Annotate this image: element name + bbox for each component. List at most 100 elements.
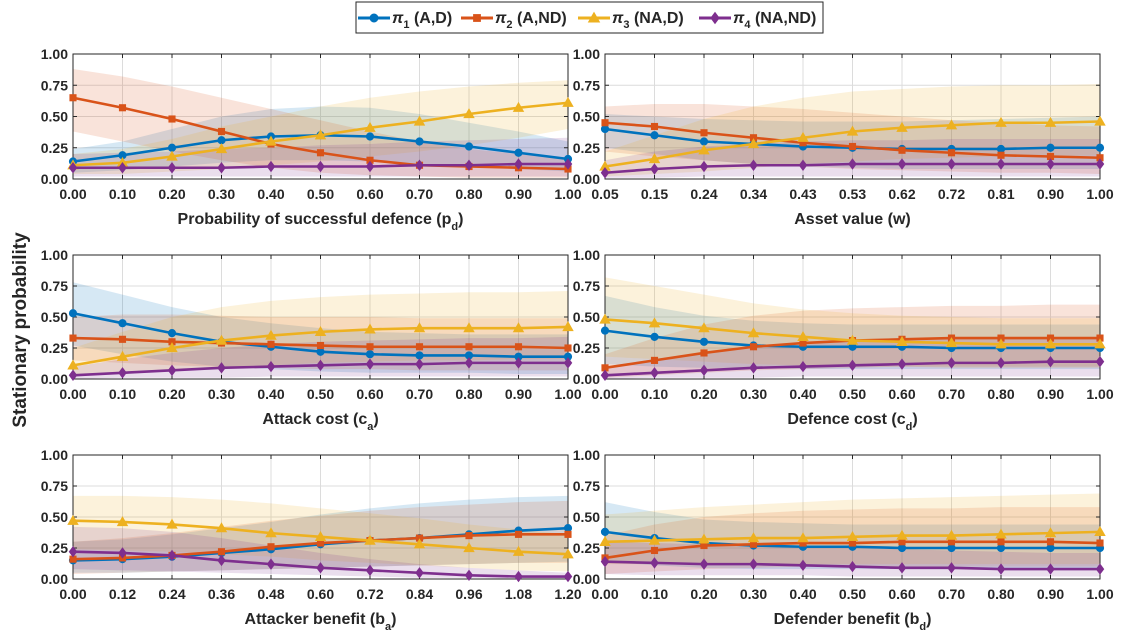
data-point-pi3 [896,529,908,540]
data-point-pi1 [947,543,956,553]
confidence-band-pi3 [605,493,1100,565]
x-tick-label: 0.00 [59,186,86,202]
data-point-pi4 [749,362,758,374]
confidence-band-pi1 [73,106,568,173]
data-point-pi1 [514,148,523,157]
y-tick-label: 1.00 [41,447,68,463]
x-tick-label: 0.00 [59,386,86,402]
data-point-pi4 [1046,355,1055,368]
confidence-band-pi4 [73,526,568,579]
data-point-pi4 [266,160,276,173]
series-pi2 [69,334,572,352]
x-tick-label: 0.30 [740,586,767,602]
y-tick-label: 0.00 [573,371,600,387]
x-tick-label: 0.80 [455,386,482,402]
data-point-pi1 [600,124,610,134]
legend: π1 (A,D) π2 (A,ND) π3 (NA,D) π4 (NA,ND) [355,1,824,34]
legend-text: (NA,D) [630,10,684,27]
series-pi3 [599,313,1106,349]
data-point-pi4 [947,562,956,574]
x-axis-label: Attack cost (ca) [262,411,378,433]
data-point-pi4 [1046,158,1055,170]
x-tick-label: 0.40 [789,586,816,602]
data-point-pi3 [698,322,710,333]
data-point-pi3 [698,144,710,155]
data-point-pi3 [463,108,475,119]
x-axis-label-end: ) [391,611,396,628]
data-point-pi4 [118,547,127,559]
data-point-pi4 [563,570,573,583]
data-point-pi3 [648,534,661,545]
data-point-pi4 [600,369,610,381]
data-point-pi3 [364,121,376,132]
data-point-pi2 [514,343,523,351]
data-point-pi4 [650,557,659,569]
y-tick-label: 1.00 [573,447,600,463]
data-point-pi4 [316,562,325,574]
data-point-pi3 [166,150,178,161]
legend-symbol: π [392,10,404,27]
data-point-pi2 [700,129,708,137]
data-point-pi3 [116,350,129,361]
legend-label-pi1: π1 (A,D) [392,10,452,31]
y-tick-label: 0.00 [41,171,68,187]
series-pi3 [599,115,1106,171]
x-tick-label: 0.40 [257,186,284,202]
data-point-pi1 [897,543,907,553]
y-tick-label: 0.75 [573,278,600,294]
data-point-pi1 [217,136,226,145]
y-tick-label: 0.50 [573,509,600,525]
x-axis-label: Probability of successful defence (pd) [178,211,464,233]
data-point-pi1 [600,326,610,335]
x-tick-label: 0.50 [839,586,866,602]
data-point-pi1 [699,337,709,346]
data-point-pi2 [267,340,275,348]
confidence-band-pi3 [73,80,568,174]
data-point-pi4 [996,158,1006,170]
x-tick-label: 0.48 [257,586,284,602]
x-tick-label: 0.10 [109,386,136,402]
x-tick-label: 1.00 [1086,186,1113,202]
data-point-pi4 [217,162,226,174]
data-point-pi2 [650,356,659,364]
x-axis-label-subscript: d [906,421,913,433]
legend-text: (A,ND) [513,10,567,27]
x-tick-label: 0.60 [307,586,334,602]
x-tick-label: 0.15 [641,186,668,202]
x-tick-label: 0.24 [158,586,185,602]
data-point-pi3 [116,516,129,527]
data-point-pi3 [846,530,859,541]
data-point-pi3 [648,153,661,164]
data-point-pi2 [947,149,956,157]
x-tick-label: 0.90 [1037,386,1064,402]
y-tick-label: 0.25 [41,340,68,356]
data-point-pi4 [563,158,573,170]
data-point-pi4 [415,159,424,171]
data-point-pi4 [514,158,523,170]
data-point-pi1 [316,347,325,356]
data-point-pi1 [650,332,659,341]
x-tick-label: 0.30 [208,186,235,202]
series-pi4 [600,555,1105,575]
data-point-pi2 [217,548,226,556]
data-point-pi3 [67,359,79,370]
data-point-pi2 [217,127,226,136]
data-point-pi2 [415,343,424,351]
y-tick-label: 0.50 [41,509,68,525]
data-point-pi1 [464,142,474,151]
data-point-pi2 [564,530,572,538]
data-point-pi3 [1044,338,1057,349]
data-point-pi3 [215,143,228,154]
x-axis-label-end: ) [926,611,931,628]
data-point-pi3 [265,135,277,146]
data-point-pi3 [166,518,178,529]
data-point-pi1 [118,319,127,328]
legend-label-pi2: π2 (A,ND) [495,10,567,31]
data-point-pi2 [749,343,758,351]
x-tick-label: 0.80 [987,386,1014,402]
x-tick-label: 1.00 [1086,586,1113,602]
x-tick-label: 0.72 [356,586,383,602]
series-pi4 [600,355,1105,381]
x-tick-label: 1.00 [554,186,581,202]
data-point-pi4 [798,159,808,171]
